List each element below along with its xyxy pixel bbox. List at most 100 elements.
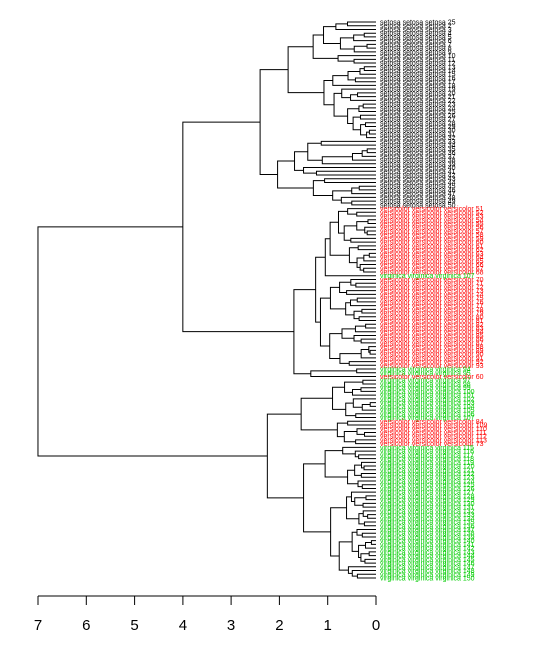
leaf-label: versicolor versicolor versicolor 70 [380, 277, 484, 284]
leaf-label: setosa setosa setosa 25 [380, 109, 456, 116]
leaf-label: versicolor versicolor versicolor 93 [380, 363, 484, 370]
leaf-label: setosa setosa setosa 37 [380, 154, 456, 161]
leaf-label: virginica virginica virginica 107 [380, 415, 475, 422]
leaf-label: virginica virginica virginica 126 [380, 486, 475, 493]
leaf-label: setosa setosa setosa 12 [380, 61, 456, 68]
dendrogram-branch [361, 532, 376, 538]
dendrogram-branch [350, 299, 376, 307]
leaf-label: virginica virginica virginica 131 [380, 505, 475, 512]
leaf-label: virginica virginica virginica 116 [380, 449, 474, 456]
leaf-label: setosa setosa setosa 5 [380, 34, 452, 41]
leaf-label: setosa setosa setosa 33 [380, 139, 456, 146]
dendrogram-branch [312, 180, 333, 197]
dendrogram-branch [365, 495, 376, 501]
dendrogram-branch [367, 514, 376, 519]
dendrogram-branch [369, 402, 376, 407]
leaf-label: versicolor versicolor versicolor 91 [380, 355, 484, 362]
leaf-label: virginica virginica virginica 124 [380, 478, 475, 485]
dendrogram-branch [182, 121, 294, 333]
dendrogram-branch [336, 422, 348, 438]
leaf-label: versicolor versicolor versicolor 79 [380, 311, 484, 318]
dendrogram-branch [356, 368, 376, 374]
leaf-label: virginica virginica virginica 140 [380, 538, 475, 545]
dendrogram-branch [347, 420, 376, 426]
leaf-label: virginica virginica virginica 118 [380, 456, 474, 463]
leaf-label: virginica virginica virginica 132 [380, 508, 475, 515]
leaf-label: setosa setosa setosa 23 [380, 102, 456, 109]
dendrogram-branch [335, 23, 376, 30]
leaf-label: versicolor versicolor versicolor 110 [380, 426, 487, 433]
dendrogram-branch [347, 108, 359, 124]
leaf-label: setosa setosa setosa 4 [380, 31, 452, 38]
leaf-label: virginica virginica virginica 105 [380, 408, 475, 415]
dendrogram-branch [310, 370, 376, 377]
leaf-label: setosa setosa setosa 24 [380, 105, 456, 112]
leaf-label: versicolor versicolor versicolor 60 [380, 374, 484, 381]
dendrogram-branch [337, 210, 348, 234]
dendrogram-branch [294, 151, 308, 171]
dendrogram-branch [350, 491, 376, 503]
dendrogram-branch [362, 510, 376, 517]
leaf-label: setosa setosa setosa 22 [380, 98, 456, 105]
leaf-label: versicolor versicolor versicolor 113 [380, 437, 487, 444]
leaf-label: setosa setosa setosa 6 [380, 38, 452, 45]
dendrogram-branch [319, 297, 331, 347]
leaf-label: versicolor versicolor versicolor 77 [380, 303, 484, 310]
leaf-label: virginica virginica virginica 137 [380, 527, 475, 534]
dendrogram-branch [352, 116, 361, 131]
leaf-label: versicolor versicolor versicolor 66 [380, 262, 484, 269]
dendrogram-branch [364, 558, 376, 564]
dendrogram-branch [353, 34, 376, 42]
dendrogram-branch [360, 473, 376, 478]
dendrogram-branch [363, 465, 376, 471]
dendrogram-branch [352, 398, 376, 408]
leaf-label: setosa setosa setosa 7 [380, 42, 452, 49]
leaf-label: versicolor versicolor versicolor 75 [380, 296, 484, 303]
dendrogram-branch [361, 308, 376, 314]
leaf-label: versicolor versicolor versicolor 81 [380, 318, 484, 325]
dendrogram-branch [350, 278, 376, 286]
dendrogram-branch [358, 544, 366, 558]
dendrogram-branch [307, 142, 323, 161]
leaf-label: versicolor versicolor versicolor 112 [380, 434, 487, 441]
leaf-label: virginica virginica virginica 125 [380, 482, 475, 489]
dendrogram-branch [356, 211, 376, 217]
dendrogram-branch [366, 131, 376, 139]
leaf-label: setosa setosa setosa 40 [380, 165, 456, 172]
dendrogram-branch [341, 88, 376, 99]
leaf-label: setosa setosa setosa 3 [380, 27, 452, 34]
dendrogram-branch [346, 290, 376, 295]
dendrogram-branch [368, 252, 376, 258]
leaf-label: setosa setosa setosa 14 [380, 68, 456, 75]
dendrogram-branch [293, 289, 316, 375]
dendrogram-branch [332, 190, 352, 201]
leaf-label: setosa setosa setosa 17 [380, 79, 456, 86]
dendrogram-branch [361, 461, 376, 469]
dendrogram-branch [357, 480, 376, 488]
dendrogram-branch [324, 450, 348, 478]
leaf-label: setosa setosa setosa 15 [380, 72, 456, 79]
dendrogram-branch [347, 469, 359, 485]
dendrogram-branch [356, 297, 376, 303]
dendrogram-branch [368, 346, 376, 353]
leaf-label: virginica virginica virginica 107 [380, 273, 475, 280]
dendrogram-branch [367, 219, 376, 225]
dendrogram-branch [324, 178, 376, 183]
dendrogram-branch [368, 551, 376, 557]
dendrogram-branch [345, 402, 356, 417]
leaf-label: versicolor versicolor versicolor 68 [380, 270, 484, 277]
dendrogram-branch [364, 226, 376, 234]
dendrogram-branch [287, 46, 324, 94]
leaf-label: setosa setosa setosa 39 [380, 161, 456, 168]
leaf-label: virginica virginica virginica 139 [380, 534, 475, 541]
x-axis: 7 6 5 4 3 2 1 0 [34, 595, 380, 634]
dendrogram-branches [37, 21, 376, 579]
leaf-label: setosa setosa setosa 10 [380, 53, 456, 60]
dendrogram-branch [300, 397, 338, 431]
leaf-label: setosa setosa setosa 41 [380, 169, 456, 176]
x-tick-label: 1 [324, 617, 332, 634]
dendrogram-branch [356, 257, 364, 268]
leaf-label: versicolor versicolor versicolor 88 [380, 344, 484, 351]
dendrogram-branch [354, 77, 376, 83]
dendrogram-branch [359, 68, 376, 75]
